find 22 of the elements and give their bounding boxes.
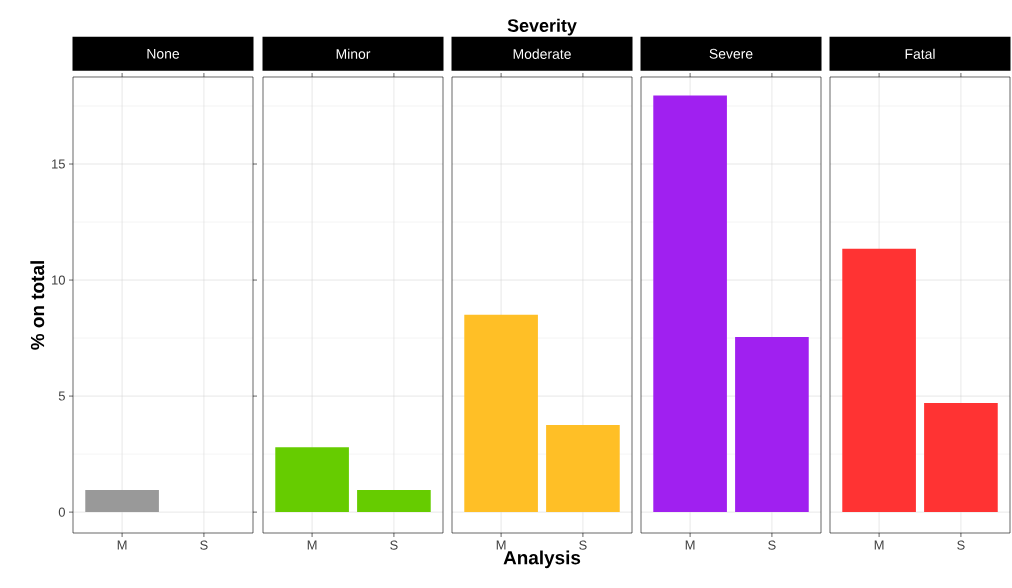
- x-tick-label: S: [390, 540, 398, 550]
- chart-title: Severe: [709, 48, 753, 59]
- x-tick-label: M: [307, 540, 317, 550]
- x-tick-label: S: [957, 540, 965, 550]
- text: Severity: [507, 18, 577, 36]
- x-tick-label: S: [768, 540, 776, 550]
- y-tick-label: 10: [52, 275, 65, 285]
- y-axis-title: % on total: [30, 261, 45, 350]
- chart-title: Moderate: [513, 48, 571, 59]
- chart-title: Minor: [336, 48, 371, 59]
- y-tick-label: 15: [52, 159, 65, 169]
- x-tick-label: M: [685, 540, 695, 550]
- x-axis-title: Analysis: [503, 550, 581, 569]
- y-tick-label: 5: [58, 391, 65, 401]
- x-tick-label: M: [117, 540, 127, 550]
- x-tick-label: M: [874, 540, 884, 550]
- x-tick-label: M: [496, 540, 506, 550]
- y-tick-label: 0: [58, 507, 65, 517]
- x-tick-label: S: [200, 540, 208, 550]
- chart-title: None: [147, 48, 180, 59]
- x-tick-label: S: [579, 540, 587, 550]
- chart-title: Fatal: [905, 48, 935, 59]
